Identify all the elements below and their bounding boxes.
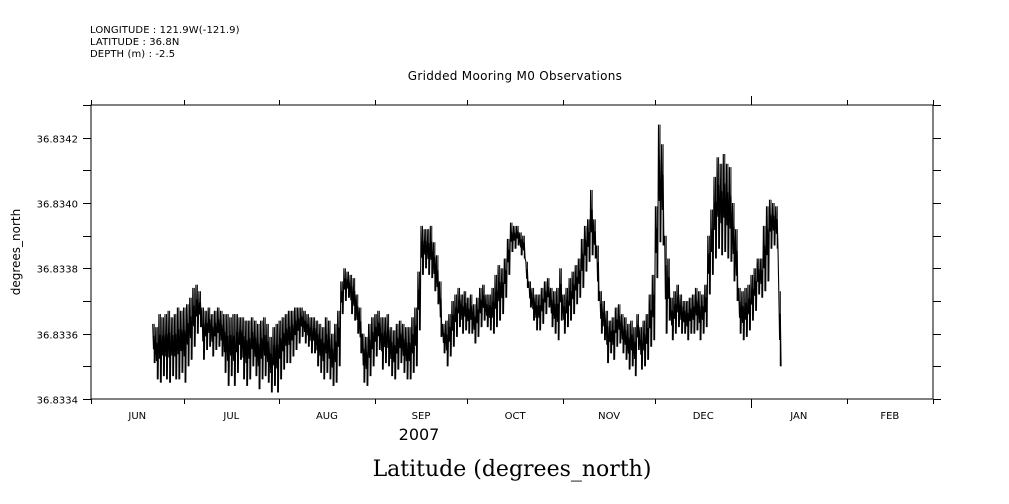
y-axis: 36.8334 36.8336 36.8338 36.8340 36.8342	[37, 105, 941, 407]
x-tick-label: DEC	[693, 411, 714, 422]
plot-frame	[90, 104, 934, 400]
data-series	[152, 124, 782, 393]
y-tick-label: 36.8342	[37, 135, 78, 146]
depth-label: DEPTH (m) : -2.5	[90, 49, 176, 60]
x-axis-title: Latitude (degrees_north)	[373, 457, 652, 482]
x-tick-label: JUL	[222, 411, 239, 422]
x-tick-label: NOV	[598, 411, 620, 422]
x-tick-label: JUN	[127, 411, 146, 422]
y-tick-label: 36.8340	[37, 200, 78, 211]
x-tick-label: JAN	[789, 411, 807, 422]
x-tick-label: AUG	[316, 411, 338, 422]
plot-border	[90, 104, 934, 400]
y-tick-label: 36.8336	[37, 331, 78, 342]
latitude-label: LATITUDE : 36.8N	[90, 37, 180, 48]
x-axis: JUN JUL AUG SEP OCT NOV DEC JAN FEB	[91, 96, 934, 422]
series-line	[152, 124, 782, 393]
x-tick-label: SEP	[412, 411, 431, 422]
longitude-label: LONGITUDE : 121.9W(-121.9)	[90, 25, 240, 36]
y-tick-label: 36.8334	[37, 396, 78, 407]
y-axis-label: degrees_north	[9, 209, 23, 296]
y-tick-label: 36.8338	[37, 265, 78, 276]
x-tick-label: FEB	[880, 411, 899, 422]
x-tick-label: OCT	[505, 411, 527, 422]
chart-title: Gridded Mooring M0 Observations	[407, 69, 623, 83]
year-label: 2007	[399, 425, 440, 444]
